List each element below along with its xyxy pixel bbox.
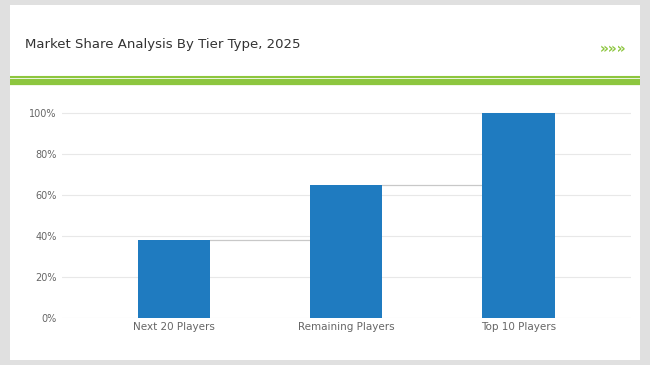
Bar bbox=[138, 240, 210, 318]
Bar bbox=[482, 113, 554, 318]
Text: Market Share Analysis By Tier Type, 2025: Market Share Analysis By Tier Type, 2025 bbox=[25, 38, 300, 51]
Text: »»»: »»» bbox=[599, 42, 626, 56]
Bar bbox=[310, 185, 382, 318]
